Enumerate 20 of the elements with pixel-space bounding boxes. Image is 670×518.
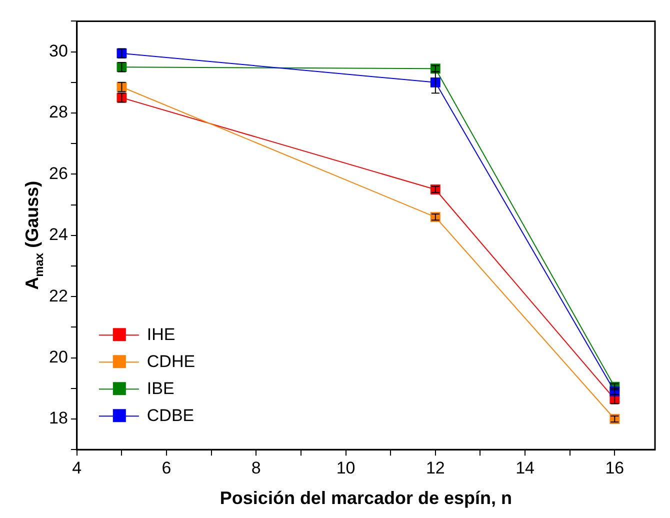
y-axis-title: Amax (Gauss) <box>22 180 46 290</box>
legend-label: IBE <box>146 378 174 398</box>
x-tick-label: 16 <box>605 458 624 478</box>
x-tick-label: 4 <box>72 458 82 478</box>
legend-label: CDHE <box>146 352 196 371</box>
x-tick-label: 8 <box>251 458 261 478</box>
x-tick-label: 12 <box>426 458 445 478</box>
y-tick-label: 30 <box>48 41 68 60</box>
legend-label: CDBE <box>146 406 194 425</box>
y-tick-label: 20 <box>48 347 68 366</box>
y-tick-label: 28 <box>48 102 68 122</box>
x-tick-label: 10 <box>336 458 356 478</box>
y-tick-label: 26 <box>48 164 68 183</box>
y-tick-label: 18 <box>48 408 68 428</box>
x-axis-title: Posición del marcador de espín, n <box>220 488 512 508</box>
x-tick-label: 6 <box>162 458 172 478</box>
y-tick-label: 24 <box>48 225 68 244</box>
y-tick-label: 22 <box>48 286 68 306</box>
x-tick-label: 14 <box>516 458 535 478</box>
legend-label: IHE <box>146 324 176 344</box>
